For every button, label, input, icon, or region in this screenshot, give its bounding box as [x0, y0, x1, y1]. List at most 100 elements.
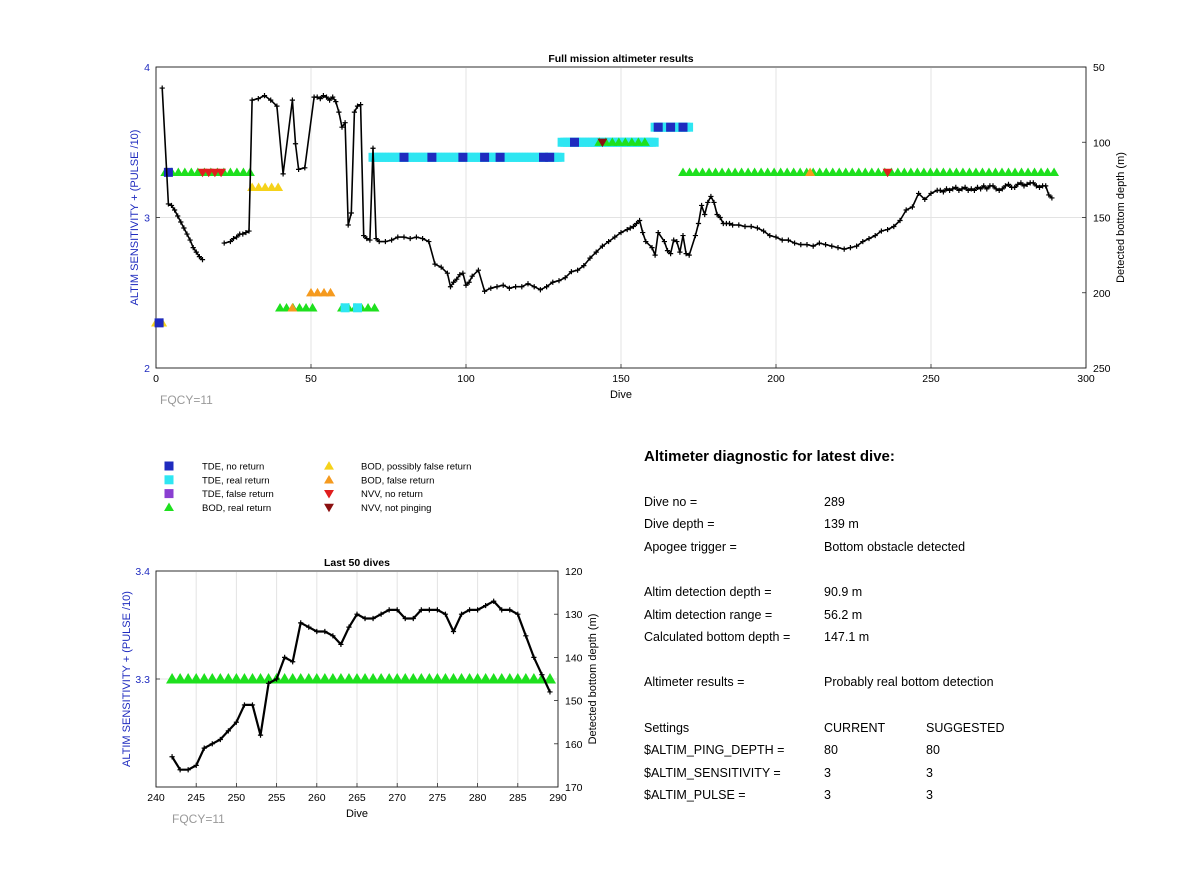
- last50-bod-real-marker: [487, 673, 500, 684]
- results-value: Probably real bottom detection: [824, 675, 994, 689]
- full-event-marker: [853, 167, 864, 176]
- full-depth-point: [199, 257, 206, 263]
- last50-depth-point: [217, 736, 223, 743]
- full-depth-point: [1005, 181, 1012, 187]
- full-depth-point: [475, 267, 481, 273]
- full-event-marker: [225, 167, 236, 176]
- last50-bod-real-marker: [302, 673, 315, 684]
- full-event-marker: [216, 168, 227, 178]
- full-event-marker: [997, 167, 1007, 176]
- full-event-marker: [912, 167, 923, 176]
- full-event-marker: [154, 318, 164, 328]
- full-depth-point: [950, 186, 956, 192]
- last50-bod-real-marker: [367, 673, 380, 684]
- full-event-marker: [1036, 167, 1046, 176]
- last50-bod-real-marker: [342, 673, 356, 684]
- full-depth-point: [702, 211, 708, 218]
- full-depth-point: [999, 186, 1005, 192]
- full-depth-point: [370, 145, 376, 151]
- full-depth-point: [981, 183, 987, 189]
- last50-bod-real-marker: [190, 673, 203, 684]
- detect-range-label: Altim detection range =: [644, 608, 773, 622]
- full-event-marker: [762, 167, 773, 176]
- full-depth-point: [624, 226, 630, 233]
- full-event-marker: [570, 137, 579, 147]
- full-depth-point: [664, 248, 671, 254]
- full-depth-point: [618, 229, 624, 236]
- dive-depth-value: 139 m: [824, 517, 859, 531]
- full-depth-point: [519, 284, 525, 290]
- last50-x-tick-label: 275: [429, 792, 447, 804]
- full-depth-point: [633, 220, 640, 227]
- full-event-marker: [944, 167, 955, 176]
- full-event-marker: [275, 302, 285, 312]
- last50-depth-series-line: [171, 600, 551, 771]
- full-depth-point: [376, 238, 382, 245]
- full-event-marker: [607, 137, 618, 146]
- last50-bod-real-marker: [383, 673, 396, 684]
- full-depth-point: [187, 237, 193, 243]
- full-event-marker: [666, 122, 676, 132]
- full-depth-point: [348, 210, 354, 216]
- legend-marker-2: [164, 475, 174, 485]
- full-depth-point: [798, 241, 804, 248]
- last50-depth-point: [282, 654, 288, 660]
- last50-depth-point: [346, 624, 352, 630]
- full-event-marker: [723, 167, 734, 176]
- last50-bod-real-marker: [415, 673, 428, 684]
- sensitivity-current: 3: [824, 766, 831, 780]
- last50-bod-real-marker: [391, 673, 404, 684]
- full-depth-point: [754, 225, 760, 231]
- full-depth-point: [438, 264, 444, 270]
- last50-bod-real-marker: [174, 673, 187, 684]
- full-depth-point: [469, 273, 475, 279]
- full-depth-point: [841, 246, 847, 252]
- last50-depth-point: [290, 659, 296, 665]
- last50-bod-real-marker: [326, 673, 339, 684]
- last50-depth-point: [475, 607, 481, 613]
- last50-depth-point: [515, 611, 521, 617]
- last50-depth-point: [274, 676, 280, 682]
- full-depth-point: [767, 232, 773, 239]
- last50-plot-border: [155, 570, 559, 788]
- last50-bod-real-marker: [166, 673, 179, 684]
- full-event-marker: [197, 168, 208, 178]
- full-event-marker: [704, 167, 714, 176]
- last50-x-axis-label: Dive: [346, 808, 368, 820]
- last50-depth-point: [483, 602, 489, 609]
- full-depth-point: [249, 97, 255, 103]
- last50-bod-real-marker: [399, 673, 412, 684]
- full-depth-point: [699, 202, 705, 209]
- last50-bod-real-marker: [439, 673, 452, 684]
- full-depth-point: [364, 235, 370, 242]
- full-depth-point: [240, 231, 246, 237]
- full-depth-point: [168, 202, 175, 209]
- last50-depth-point: [370, 615, 376, 622]
- full-depth-point: [655, 229, 661, 236]
- full-depth-point: [686, 252, 692, 258]
- full-depth-point: [956, 187, 962, 194]
- full-depth-point: [866, 235, 872, 242]
- full-depth-point: [649, 245, 655, 251]
- full-depth-point: [255, 96, 261, 102]
- full-event-marker: [860, 167, 871, 176]
- full-event-marker: [294, 302, 305, 312]
- full-depth-point: [351, 109, 357, 115]
- full-depth-point: [652, 252, 658, 258]
- full-depth-point: [990, 183, 996, 189]
- full-depth-point: [823, 241, 829, 248]
- full-event-marker: [287, 302, 298, 312]
- full-depth-point: [742, 223, 748, 230]
- full-depth-point: [556, 278, 562, 284]
- full-event-marker: [918, 167, 929, 176]
- full-depth-point: [773, 234, 779, 240]
- detect-depth-value: 90.9 m: [824, 585, 863, 599]
- full-depth-point: [984, 186, 990, 192]
- full-depth-point: [643, 238, 649, 245]
- full-depth-point: [928, 190, 934, 197]
- full-depth-point: [671, 237, 677, 243]
- full-event-marker: [306, 287, 316, 297]
- last50-depth-point: [193, 762, 199, 768]
- last50-bod-real-marker: [294, 673, 307, 684]
